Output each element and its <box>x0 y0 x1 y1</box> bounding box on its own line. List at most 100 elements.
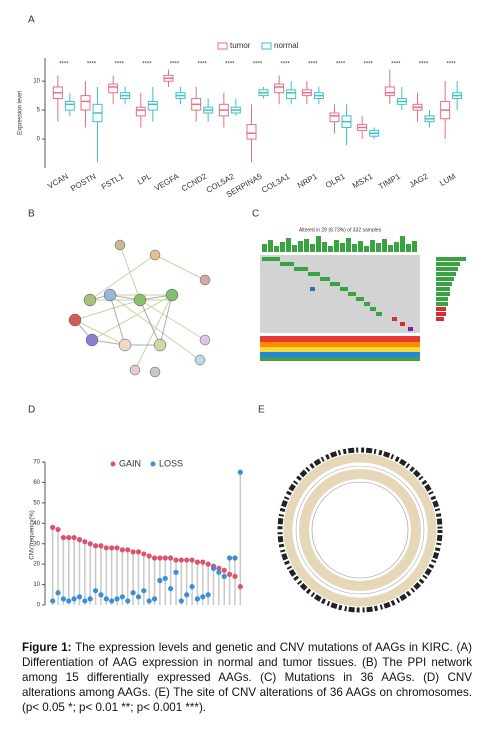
y-tick-label: 30 <box>33 541 40 547</box>
point <box>194 596 201 602</box>
point <box>184 592 190 598</box>
point <box>50 524 56 530</box>
significance: **** <box>363 62 373 68</box>
legend-label: normal <box>274 41 299 50</box>
point <box>130 590 136 596</box>
box <box>80 95 91 111</box>
point <box>125 547 131 553</box>
point <box>157 555 163 561</box>
point <box>216 569 222 575</box>
legend-swatch <box>217 42 228 50</box>
oncoplot-title: Altered in 29 (8.73%) of 332 samples <box>299 227 382 233</box>
panel-label: B <box>28 209 35 220</box>
point <box>60 534 67 541</box>
point <box>232 555 238 561</box>
point <box>55 590 61 596</box>
x-tick-label: MSX1 <box>351 171 375 190</box>
point <box>55 526 61 533</box>
significance: **** <box>170 62 180 68</box>
panel-label: E <box>258 405 265 416</box>
x-tick-label: FSTL1 <box>100 171 126 191</box>
point <box>135 594 142 600</box>
legend-swatch <box>261 42 272 50</box>
point <box>162 555 168 561</box>
point <box>66 598 72 604</box>
significance: **** <box>87 62 97 68</box>
x-tick-label: TIMP1 <box>377 171 402 191</box>
box <box>384 86 395 97</box>
point <box>60 596 67 602</box>
caption-label: Figure 1: <box>22 641 72 654</box>
point <box>205 592 211 598</box>
point <box>71 596 77 602</box>
point <box>146 553 152 559</box>
point <box>50 598 56 604</box>
point <box>221 573 227 580</box>
point <box>103 545 109 551</box>
panel-b-network <box>68 239 211 378</box>
significance: **** <box>391 62 401 68</box>
y-axis-label: Expression level <box>18 91 24 135</box>
panel-label: D <box>28 405 35 416</box>
point <box>114 596 120 602</box>
panel-c-oncoplot: Altered in 29 (8.73%) of 332 samples <box>260 227 466 361</box>
significance: **** <box>142 62 152 68</box>
box <box>108 83 119 94</box>
significance: **** <box>446 62 456 68</box>
panel-label: A <box>28 15 35 26</box>
point <box>92 543 99 549</box>
x-tick-label: COL3A1 <box>260 171 292 194</box>
point <box>103 596 109 602</box>
box <box>274 83 285 94</box>
point <box>87 541 93 547</box>
point <box>82 598 88 604</box>
point <box>189 584 195 590</box>
point <box>200 594 206 600</box>
point <box>119 547 125 553</box>
point <box>162 575 168 582</box>
point <box>151 555 158 561</box>
significance: **** <box>197 62 207 68</box>
point <box>173 569 179 575</box>
y-tick-label: 10 <box>33 582 40 588</box>
caption-text: The expression levels and genetic and CN… <box>22 641 472 714</box>
x-tick-label: VEGFA <box>153 171 181 192</box>
point <box>125 598 131 604</box>
point <box>221 567 227 573</box>
point <box>194 559 201 565</box>
point <box>76 537 83 543</box>
point <box>200 559 206 565</box>
box <box>246 124 257 140</box>
point <box>189 557 195 563</box>
point <box>71 534 77 541</box>
legend-label: LOSS <box>159 458 183 468</box>
point <box>109 598 115 604</box>
y-tick-label: 0 <box>37 603 41 609</box>
point <box>205 561 211 567</box>
point <box>92 588 99 594</box>
x-tick-label: VCAN <box>46 172 70 191</box>
point <box>109 545 115 551</box>
point <box>141 551 147 557</box>
significance: **** <box>114 62 124 68</box>
point <box>210 565 217 571</box>
box <box>147 100 158 111</box>
point <box>130 549 136 555</box>
x-tick-label: LUM <box>438 172 457 188</box>
box <box>64 100 75 111</box>
panel-e-circos <box>277 447 443 613</box>
point <box>87 596 93 602</box>
point <box>135 549 142 555</box>
point <box>119 594 125 600</box>
legend-label: GAIN <box>119 458 141 468</box>
point <box>168 586 174 592</box>
point <box>226 571 233 577</box>
point <box>151 596 158 602</box>
x-tick-label: LPL <box>136 171 153 186</box>
legend-label: tumor <box>230 41 251 50</box>
box <box>329 112 340 123</box>
y-tick-label: 20 <box>33 562 40 568</box>
x-tick-label: NRP1 <box>296 171 319 190</box>
significance: **** <box>59 62 69 68</box>
